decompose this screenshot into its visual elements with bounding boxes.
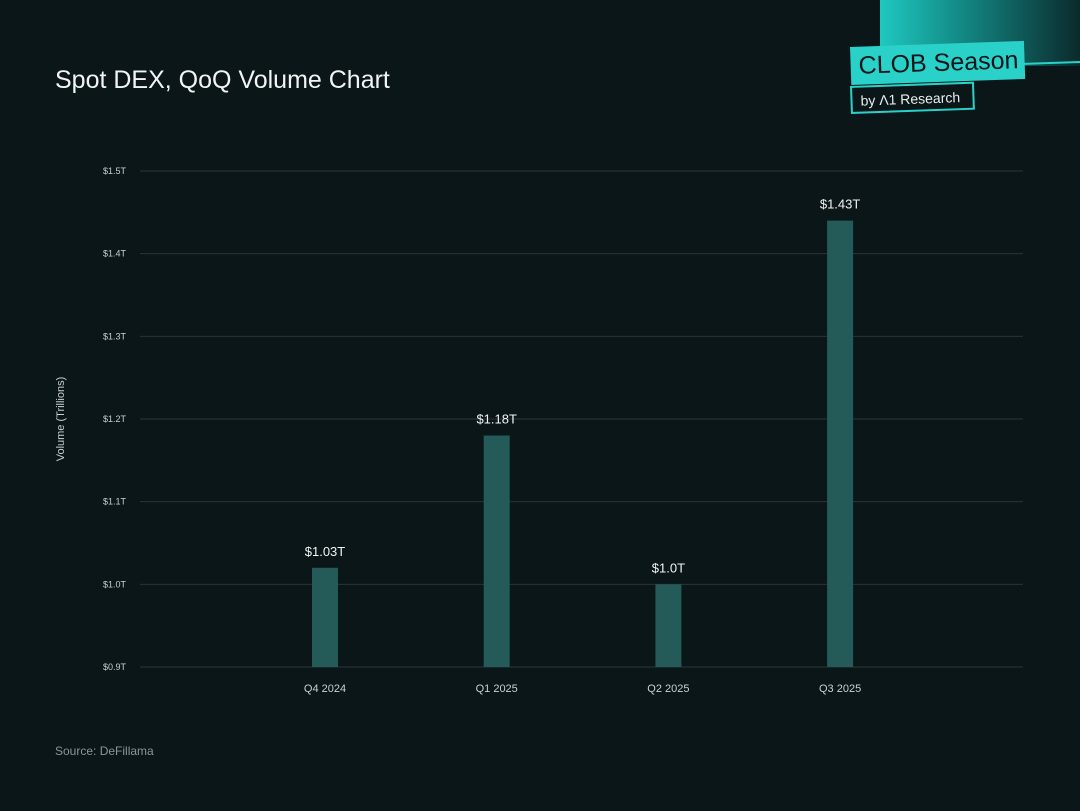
y-tick-label: $1.4T [103, 249, 127, 259]
bar-q1-2025 [483, 435, 510, 667]
x-tick-label: Q3 2025 [819, 683, 861, 695]
bar-q3-2025 [827, 220, 854, 667]
data-label: $1.03T [305, 544, 346, 559]
y-tick-label: $1.3T [103, 331, 127, 341]
y-tick-label: $1.5T [103, 166, 127, 176]
y-tick-label: $1.2T [103, 414, 127, 424]
x-tick-label: Q4 2024 [304, 683, 346, 695]
bar-q2-2025 [655, 584, 682, 667]
x-tick-label: Q2 2025 [647, 683, 689, 695]
source-note: Source: DeFillama [55, 744, 154, 758]
y-tick-label: $0.9T [103, 662, 127, 672]
y-tick-label: $1.1T [103, 497, 127, 507]
data-label: $1.18T [476, 412, 517, 427]
bar-q4-2024 [312, 567, 338, 667]
y-tick-label: $1.0T [103, 579, 127, 589]
x-tick-label: Q1 2025 [476, 683, 518, 695]
chart-title: Spot DEX, QoQ Volume Chart [55, 66, 390, 94]
data-label: $1.43T [820, 197, 861, 212]
data-label: $1.0T [652, 560, 685, 575]
y-axis-label: Volume (Trillions) [55, 377, 67, 462]
